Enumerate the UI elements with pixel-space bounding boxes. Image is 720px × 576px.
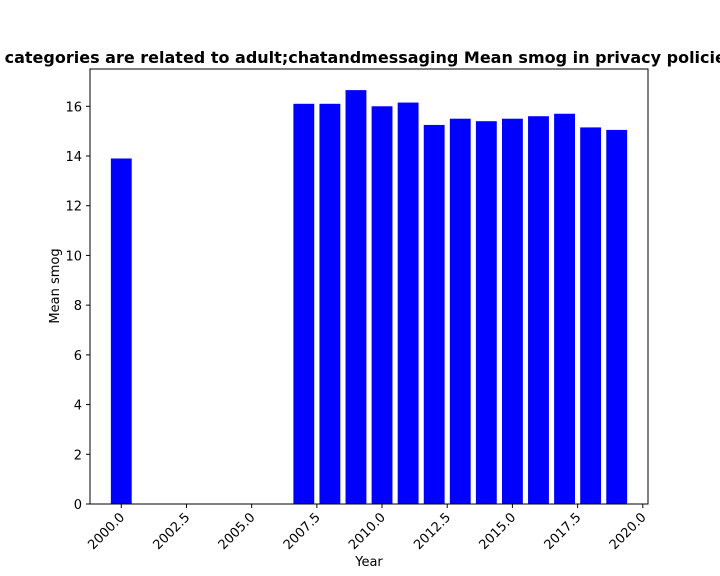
bar-2007	[293, 103, 315, 505]
x-tick-label: 2002.5	[151, 510, 194, 553]
y-axis-label: Mean smog	[48, 248, 63, 323]
y-tick-label: 12	[65, 200, 82, 215]
y-tick-label: 2	[74, 448, 82, 463]
y-axis: 0 2 4 6 8 10 12 14 16	[65, 100, 90, 513]
bar-2014	[475, 121, 497, 504]
bar-2013	[449, 118, 471, 504]
bar-2018	[580, 127, 602, 505]
chart-title: categories are related to adult;chatandm…	[5, 48, 720, 67]
bar-2015	[501, 118, 523, 504]
x-tick-label: 2017.5	[542, 510, 585, 553]
bar-2016	[528, 116, 549, 504]
bar-2010	[371, 106, 393, 505]
x-tick-label: 2000.0	[85, 510, 128, 553]
y-tick-label: 8	[74, 299, 82, 314]
bar-2000	[110, 158, 132, 504]
bar-2011	[397, 102, 419, 505]
bar-2009	[345, 90, 367, 504]
bar-2008	[319, 103, 341, 505]
bars-group	[110, 90, 628, 505]
bar-2012	[423, 124, 445, 504]
bar-2019	[606, 129, 628, 504]
x-tick-label: 2015.0	[476, 510, 519, 553]
y-tick-label: 0	[74, 498, 82, 513]
y-tick-label: 14	[65, 150, 82, 165]
x-tick-label: 2007.5	[281, 510, 324, 553]
plot-frame	[89, 68, 649, 505]
y-tick-label: 4	[74, 399, 82, 414]
x-tick-label: 2020.0	[607, 510, 650, 553]
x-tick-label: 2010.0	[346, 510, 389, 553]
x-axis: 2000.0 2002.5 2005.0 2007.5 2010.0 2012.5 2015…	[85, 504, 650, 553]
x-axis-label: Year	[354, 555, 383, 570]
y-tick-label: 10	[65, 249, 82, 264]
x-tick-label: 2012.5	[411, 510, 454, 553]
bar-2017	[554, 113, 575, 504]
y-tick-label: 6	[74, 349, 82, 364]
x-tick-label: 2005.0	[216, 510, 259, 553]
y-tick-label: 16	[65, 100, 82, 115]
